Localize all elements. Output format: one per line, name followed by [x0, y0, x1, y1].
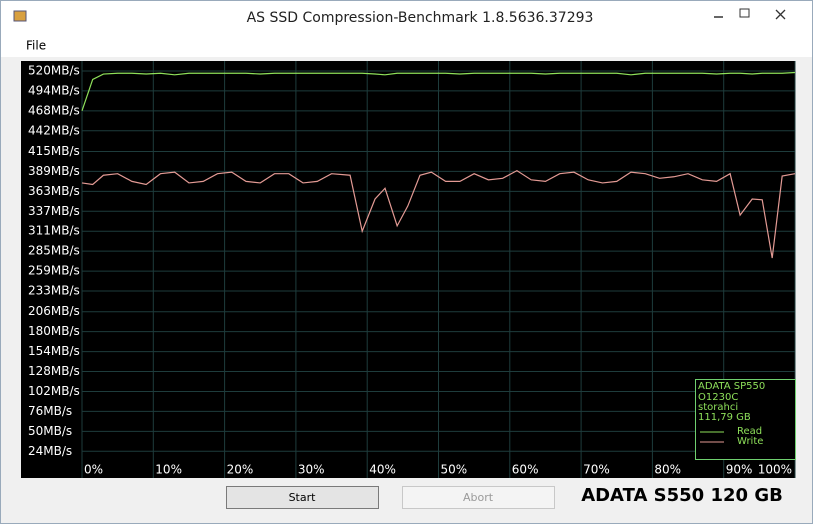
x-tick-label: 30%: [298, 463, 325, 477]
abort-button: Abort: [402, 486, 555, 509]
y-tick-label: 128MB/s: [28, 364, 80, 378]
x-tick-label: 0%: [84, 463, 103, 477]
menu-bar: [1, 35, 812, 57]
y-tick-label: 76MB/s: [28, 404, 72, 418]
device-firmware: O1230C: [698, 392, 738, 403]
app-icon: [13, 10, 27, 22]
start-label: Start: [289, 491, 317, 504]
y-tick-label: 259MB/s: [28, 264, 80, 278]
abort-label: Abort: [463, 491, 494, 504]
y-tick-label: 520MB/s: [28, 63, 80, 77]
x-tick-label: 20%: [227, 463, 254, 477]
legend-box: [695, 379, 796, 460]
x-tick-label: 60%: [512, 463, 539, 477]
y-tick-label: 102MB/s: [28, 384, 80, 398]
y-tick-label: 50MB/s: [28, 424, 72, 438]
title-bar: [1, 1, 812, 35]
start-button[interactable]: Start: [226, 486, 379, 509]
y-tick-label: 442MB/s: [28, 123, 80, 137]
close-button[interactable]: [758, 5, 803, 25]
y-tick-label: 494MB/s: [28, 83, 80, 97]
y-tick-label: 337MB/s: [28, 204, 80, 218]
drive-label: ADATA S550 120 GB: [581, 485, 783, 506]
y-tick-label: 24MB/s: [28, 444, 72, 458]
y-tick-label: 180MB/s: [28, 324, 80, 338]
series-line: [81, 71, 796, 112]
chart-background: [21, 61, 795, 478]
y-tick-label: 154MB/s: [28, 344, 80, 358]
y-tick-label: 389MB/s: [28, 164, 80, 178]
series-line: [81, 169, 796, 259]
legend-label: Read: [737, 426, 762, 437]
menu-file[interactable]: File: [26, 39, 46, 53]
y-tick-label: 415MB/s: [28, 144, 80, 158]
y-tick-label: 468MB/s: [28, 103, 80, 117]
x-tick-label: 70%: [583, 463, 610, 477]
x-tick-label: 100%: [758, 463, 792, 477]
maximize-button[interactable]: [739, 8, 750, 18]
x-tick-label: 10%: [155, 463, 182, 477]
device-model: ADATA SP550: [698, 381, 765, 392]
y-tick-label: 285MB/s: [28, 244, 80, 258]
legend-label: Write: [737, 436, 763, 447]
x-tick-label: 80%: [654, 463, 681, 477]
x-tick-label: 90%: [726, 463, 753, 477]
x-tick-label: 50%: [441, 463, 468, 477]
x-tick-label: 40%: [369, 463, 396, 477]
window-title: AS SSD Compression-Benchmark 1.8.5636.37…: [247, 10, 594, 26]
plot: 520MB/s 494MB/s 468MB/s 442MB/s 415MB/s 389MB…: [28, 61, 796, 478]
y-tick-label: 233MB/s: [28, 284, 80, 298]
device-driver: storahci: [698, 402, 738, 413]
device-size: 111,79 GB: [698, 412, 751, 423]
y-tick-label: 363MB/s: [28, 184, 80, 198]
y-tick-label: 311MB/s: [28, 224, 80, 238]
y-tick-label: 206MB/s: [28, 304, 80, 318]
